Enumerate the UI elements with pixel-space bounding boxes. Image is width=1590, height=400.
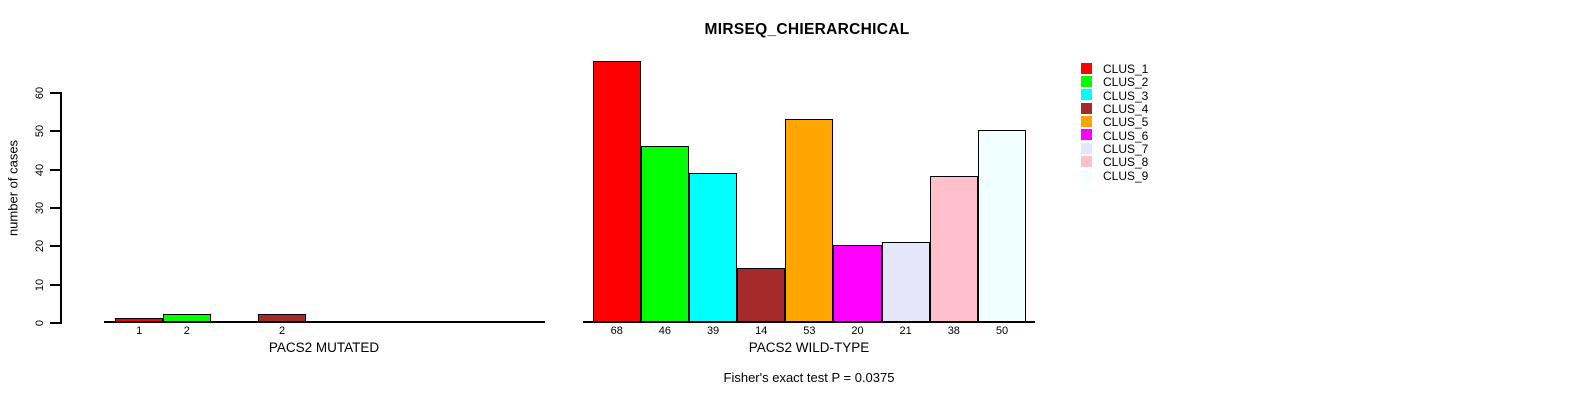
y-tick-mark [50,245,61,248]
legend-swatch-clus_1 [1081,62,1092,74]
bar-clus_7 [881,241,930,322]
legend-swatch-clus_4 [1081,102,1092,114]
bar-value-label: 53 [803,324,816,337]
x-axis-line [104,320,545,323]
y-tick-mark [50,168,61,171]
legend-label: CLUS_7 [1103,142,1149,157]
chart-title: MIRSEQ_CHIERARCHICAL [704,21,910,38]
legend-label: CLUS_5 [1103,115,1149,130]
bar-value-label: 50 [995,324,1009,337]
bar-value-label: 39 [706,324,720,337]
legend-label: CLUS_6 [1103,128,1149,143]
bar-value-label: 68 [610,324,623,337]
y-tick-mark [50,207,61,209]
legend-swatch-clus_2 [1081,75,1092,87]
legend-swatch-clus_9 [1081,169,1092,181]
legend-swatch-clus_7 [1081,142,1092,154]
bar-value-label: 46 [658,324,672,337]
legend-swatch-clus_6 [1081,129,1092,141]
bar-clus_8 [929,176,978,322]
x-axis-label-mutated: PACS2 MUTATED [268,340,380,355]
legend-label: CLUS_9 [1103,168,1149,183]
bar-clus_9 [977,130,1027,322]
y-tick-label: 50 [34,125,46,138]
y-tick-mark [50,322,61,324]
legend-label: CLUS_8 [1103,155,1149,170]
bar-value-label: 38 [947,324,960,337]
y-tick-mark [50,92,61,94]
y-tick-label: 20 [34,240,46,253]
bar-value-label: 1 [136,324,143,337]
bar-clus_1 [592,61,641,322]
y-axis-line [60,92,62,324]
bar-clus_4 [258,314,306,322]
legend-swatch-clus_5 [1081,115,1092,127]
y-axis-label: number of cases [5,139,21,237]
x-axis-label-wild-type: PACS2 WILD-TYPE [748,340,870,355]
legend-swatch-clus_8 [1081,155,1092,167]
y-tick-label: 0 [34,319,46,327]
legend-label: CLUS_2 [1103,75,1149,90]
bar-clus_5 [785,118,834,322]
fisher-test-footnote: Fisher's exact test P = 0.0375 [723,370,895,385]
legend-label: CLUS_4 [1103,102,1149,117]
bar-clus_2 [162,314,211,322]
y-tick-label: 10 [34,278,46,291]
bar-clus_4 [737,268,786,322]
legend-label: CLUS_3 [1103,88,1149,103]
bar-value-label: 2 [279,324,286,337]
bar-value-label: 20 [851,324,864,337]
bar-clus_2 [640,145,689,322]
legend-swatch-clus_3 [1081,89,1092,101]
y-tick-label: 40 [34,163,46,176]
bar-clus_1 [115,318,163,322]
bar-value-label: 21 [899,324,912,337]
y-tick-mark [50,130,61,133]
bar-value-label: 14 [755,324,768,337]
y-tick-mark [50,283,61,286]
y-tick-label: 60 [34,86,46,100]
bar-clus_3 [689,172,738,322]
bar-value-label: 2 [183,324,190,337]
y-tick-label: 30 [34,201,46,215]
bar-clus_6 [833,245,882,322]
legend-label: CLUS_1 [1103,62,1149,76]
